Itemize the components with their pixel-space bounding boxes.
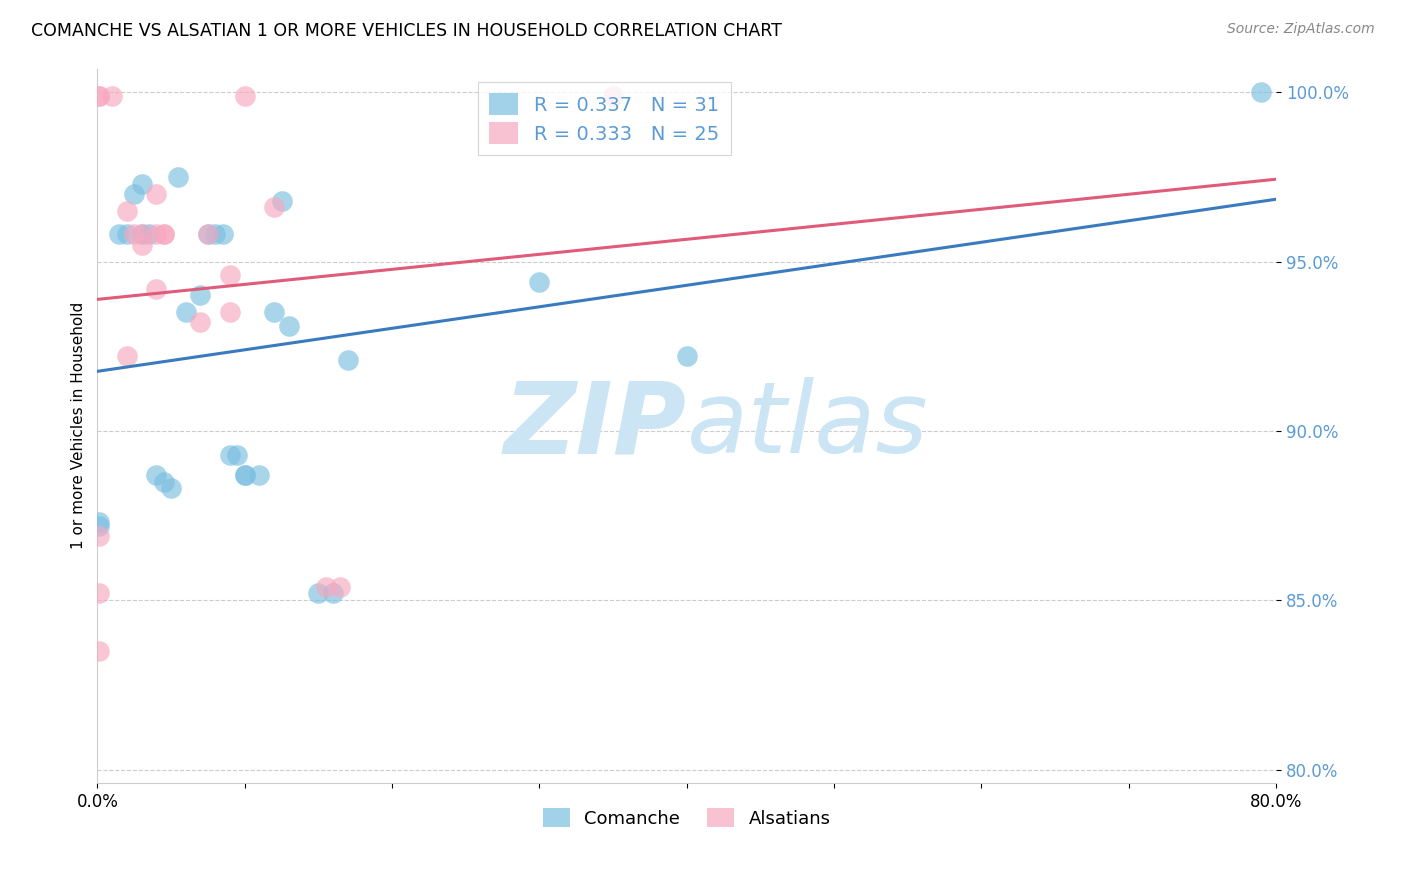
Point [131, 237, 153, 252]
Point [152, 475, 174, 489]
Point [145, 467, 167, 482]
Point [197, 227, 219, 242]
Point [138, 227, 160, 242]
Point [219, 305, 242, 319]
Point [190, 316, 212, 330]
Point [122, 227, 145, 242]
Point [1250, 85, 1272, 99]
Point [131, 227, 153, 242]
Text: Source: ZipAtlas.com: Source: ZipAtlas.com [1227, 22, 1375, 37]
Point [145, 282, 167, 296]
Text: atlas: atlas [686, 377, 928, 475]
Point [675, 350, 697, 364]
Point [87, 644, 110, 658]
Point [174, 305, 197, 319]
Point [249, 467, 271, 482]
Text: COMANCHE VS ALSATIAN 1 OR MORE VEHICLES IN HOUSEHOLD CORRELATION CHART: COMANCHE VS ALSATIAN 1 OR MORE VEHICLES … [31, 22, 782, 40]
Point [211, 227, 233, 242]
Point [190, 288, 212, 302]
Point [226, 448, 249, 462]
Point [160, 482, 183, 496]
Point [233, 467, 256, 482]
Point [145, 186, 167, 201]
Point [145, 227, 167, 242]
Text: ZIP: ZIP [503, 377, 686, 475]
Point [152, 227, 174, 242]
Point [315, 580, 337, 594]
Point [329, 580, 352, 594]
Point [87, 88, 110, 103]
Point [152, 227, 174, 242]
Point [115, 350, 138, 364]
Point [277, 318, 299, 333]
Point [87, 586, 110, 600]
Legend: Comanche, Alsatians: Comanche, Alsatians [536, 800, 838, 835]
Point [322, 586, 344, 600]
Point [197, 227, 219, 242]
Y-axis label: 1 or more Vehicles in Household: 1 or more Vehicles in Household [72, 302, 86, 549]
Point [115, 227, 138, 242]
Point [336, 352, 359, 367]
Point [529, 275, 551, 289]
Point [602, 88, 624, 103]
Point [131, 177, 153, 191]
Point [87, 88, 110, 103]
Point [108, 227, 131, 242]
Point [122, 186, 145, 201]
Point [115, 203, 138, 218]
Point [233, 88, 256, 103]
Point [263, 200, 285, 214]
Point [87, 529, 110, 543]
Point [263, 305, 285, 319]
Point [270, 194, 292, 208]
Point [233, 467, 256, 482]
Point [167, 169, 190, 184]
Point [219, 268, 242, 282]
Point [87, 518, 110, 533]
Point [87, 516, 110, 530]
Point [219, 448, 242, 462]
Point [131, 227, 153, 242]
Point [101, 88, 124, 103]
Point [204, 227, 226, 242]
Point [307, 586, 329, 600]
